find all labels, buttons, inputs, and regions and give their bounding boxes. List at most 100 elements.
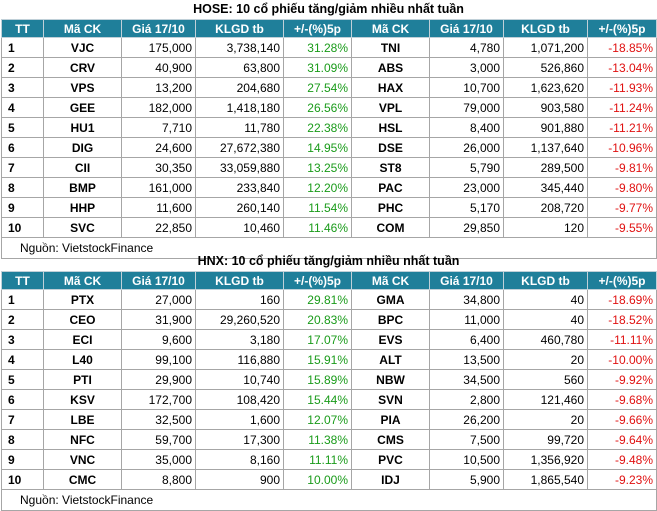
gainer-price-cell: 9,600 <box>121 329 196 350</box>
rank-cell: 8 <box>1 177 44 198</box>
loser-code-cell: GMA <box>351 289 430 310</box>
loser-price-cell: 10,700 <box>429 77 504 98</box>
gainer-code-cell: VJC <box>43 37 122 58</box>
gainer-change-cell: 13.25% <box>283 157 352 178</box>
loser-change-cell: -9.23% <box>587 469 657 490</box>
gainer-price-cell: 182,000 <box>121 97 196 118</box>
gainer-volume-cell: 3,738,140 <box>195 37 284 58</box>
loser-volume-cell: 40 <box>503 289 588 310</box>
gainer-price-cell: 35,000 <box>121 449 196 470</box>
loser-volume-cell: 901,880 <box>503 117 588 138</box>
gainer-code-cell: CII <box>43 157 122 178</box>
hnx-header-cell: KLGD tb <box>503 271 588 290</box>
loser-change-cell: -11.21% <box>587 117 657 138</box>
hnx-header-cell: +/-(%)5p <box>283 271 352 290</box>
gainer-volume-cell: 33,059,880 <box>195 157 284 178</box>
loser-volume-cell: 345,440 <box>503 177 588 198</box>
gainer-price-cell: 30,350 <box>121 157 196 178</box>
gainer-price-cell: 99,100 <box>121 349 196 370</box>
gainer-volume-cell: 1,418,180 <box>195 97 284 118</box>
hnx-body: 1 PTX 27,000 160 29.81% GMA 34,800 40 -18.69% 2 CE… <box>1 289 657 490</box>
hnx-header-cell: KLGD tb <box>195 271 284 290</box>
gainer-volume-cell: 204,680 <box>195 77 284 98</box>
loser-code-cell: ABS <box>351 57 430 78</box>
gainer-volume-cell: 17,300 <box>195 429 284 450</box>
hnx-table: TT Mã CK Giá 17/10 KLGD tb +/-(%)5p Mã CK Giá … <box>1 271 657 490</box>
gainer-price-cell: 27,000 <box>121 289 196 310</box>
table-row: 7 LBE 32,500 1,600 12.07% PIA 26,200 20 -9.66% <box>1 409 657 430</box>
loser-code-cell: VPL <box>351 97 430 118</box>
rank-cell: 6 <box>1 137 44 158</box>
gainer-change-cell: 11.46% <box>283 217 352 238</box>
gainer-change-cell: 27.54% <box>283 77 352 98</box>
loser-price-cell: 2,800 <box>429 389 504 410</box>
gainer-change-cell: 14.95% <box>283 137 352 158</box>
gainer-change-cell: 17.07% <box>283 329 352 350</box>
hose-header-cell: KLGD tb <box>503 19 588 38</box>
loser-price-cell: 3,000 <box>429 57 504 78</box>
table-row: 3 ECI 9,600 3,180 17.07% EVS 6,400 460,780 -11.1… <box>1 329 657 350</box>
loser-change-cell: -9.81% <box>587 157 657 178</box>
gainer-change-cell: 15.89% <box>283 369 352 390</box>
rank-cell: 5 <box>1 369 44 390</box>
gainer-volume-cell: 160 <box>195 289 284 310</box>
rank-cell: 2 <box>1 57 44 78</box>
rank-cell: 10 <box>1 217 44 238</box>
rank-cell: 4 <box>1 97 44 118</box>
loser-volume-cell: 40 <box>503 309 588 330</box>
loser-volume-cell: 20 <box>503 409 588 430</box>
hose-section: HOSE: 10 cổ phiếu tăng/giảm nhiều nhất t… <box>1 2 657 259</box>
loser-change-cell: -10.96% <box>587 137 657 158</box>
loser-code-cell: HAX <box>351 77 430 98</box>
loser-volume-cell: 99,720 <box>503 429 588 450</box>
table-row: 4 GEE 182,000 1,418,180 26.56% VPL 79,000 903,5… <box>1 97 657 118</box>
rank-cell: 7 <box>1 409 44 430</box>
gainer-code-cell: LBE <box>43 409 122 430</box>
hnx-section: HNX: 10 cổ phiếu tăng/giảm nhiều nhất tu… <box>0 252 657 511</box>
loser-code-cell: COM <box>351 217 430 238</box>
gainer-price-cell: 175,000 <box>121 37 196 58</box>
gainer-code-cell: ECI <box>43 329 122 350</box>
hose-header-cell: Mã CK <box>43 19 122 38</box>
loser-volume-cell: 560 <box>503 369 588 390</box>
hnx-header-cell: Mã CK <box>43 271 122 290</box>
hose-title: HOSE: 10 cổ phiếu tăng/giảm nhiều nhất t… <box>193 2 464 16</box>
loser-change-cell: -11.24% <box>587 97 657 118</box>
hose-table: TT Mã CK Giá 17/10 KLGD tb +/-(%)5p Mã CK Giá … <box>1 19 657 238</box>
hose-header-cell: Giá 17/10 <box>121 19 196 38</box>
hnx-header-cell: +/-(%)5p <box>587 271 657 290</box>
loser-price-cell: 8,400 <box>429 117 504 138</box>
rank-cell: 6 <box>1 389 44 410</box>
gainer-volume-cell: 108,420 <box>195 389 284 410</box>
table-row: 5 PTI 29,900 10,740 15.89% NBW 34,500 560 -9.92% <box>1 369 657 390</box>
loser-code-cell: BPC <box>351 309 430 330</box>
hose-header-cell: TT <box>1 19 44 38</box>
gainer-change-cell: 22.38% <box>283 117 352 138</box>
gainer-price-cell: 32,500 <box>121 409 196 430</box>
loser-volume-cell: 208,720 <box>503 197 588 218</box>
gainer-volume-cell: 10,740 <box>195 369 284 390</box>
gainer-code-cell: VPS <box>43 77 122 98</box>
loser-volume-cell: 1,865,540 <box>503 469 588 490</box>
table-row: 10 CMC 8,800 900 10.00% IDJ 5,900 1,865,540 -9.2… <box>1 469 657 490</box>
loser-code-cell: PHC <box>351 197 430 218</box>
hose-header-cell: KLGD tb <box>195 19 284 38</box>
rank-cell: 1 <box>1 289 44 310</box>
hose-header-row: TT Mã CK Giá 17/10 KLGD tb +/-(%)5p Mã CK Giá … <box>1 19 657 38</box>
gainer-price-cell: 31,900 <box>121 309 196 330</box>
loser-price-cell: 5,170 <box>429 197 504 218</box>
loser-code-cell: HSL <box>351 117 430 138</box>
gainer-change-cell: 11.38% <box>283 429 352 450</box>
gainer-code-cell: HU1 <box>43 117 122 138</box>
gainer-change-cell: 29.81% <box>283 289 352 310</box>
gainer-change-cell: 26.56% <box>283 97 352 118</box>
table-row: 8 BMP 161,000 233,840 12.20% PAC 23,000 345,440… <box>1 177 657 198</box>
loser-price-cell: 5,790 <box>429 157 504 178</box>
rank-cell: 2 <box>1 309 44 330</box>
gainer-volume-cell: 63,800 <box>195 57 284 78</box>
loser-price-cell: 6,400 <box>429 329 504 350</box>
loser-volume-cell: 1,356,920 <box>503 449 588 470</box>
gainer-volume-cell: 29,260,520 <box>195 309 284 330</box>
gainer-code-cell: DIG <box>43 137 122 158</box>
hose-body: 1 VJC 175,000 3,738,140 31.28% TNI 4,780 1,071,… <box>1 37 657 238</box>
